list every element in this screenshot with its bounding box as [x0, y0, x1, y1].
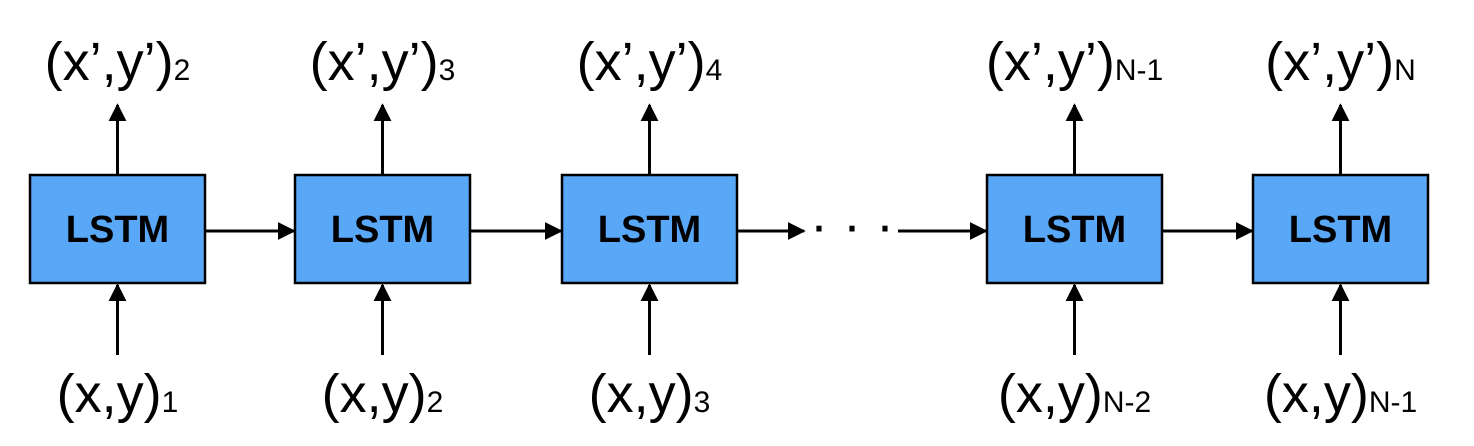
lstm-unit: LSTM (x’,y’)3 (x,y)2	[293, 32, 472, 424]
lstm-unit: LSTM (x’,y’)N-1 (x,y)N-2	[985, 32, 1164, 424]
input-label-subscript: 1	[162, 386, 179, 419]
ellipsis: · · ·	[737, 195, 988, 255]
lstm-label: LSTM	[66, 209, 169, 251]
output-label: (x’,y’)N-1	[986, 32, 1163, 92]
output-label: (x’,y’)3	[310, 32, 456, 92]
input-label-base: (x,y)	[322, 364, 427, 424]
output-label-base: (x’,y’)	[577, 32, 706, 92]
output-label-base: (x’,y’)	[45, 32, 174, 92]
input-label-subscript: 3	[694, 386, 711, 419]
output-label-subscript: N	[1394, 54, 1416, 87]
output-label-base: (x’,y’)	[986, 32, 1115, 92]
input-label: (x,y)1	[57, 364, 179, 424]
output-label-subscript: 4	[706, 54, 723, 87]
lstm-label: LSTM	[598, 209, 701, 251]
output-label-base: (x’,y’)	[1265, 32, 1394, 92]
input-label: (x,y)3	[589, 364, 711, 424]
input-label-subscript: 2	[427, 386, 444, 419]
output-label: (x’,y’)2	[45, 32, 191, 92]
input-label-subscript: N-1	[1369, 386, 1417, 419]
lstm-label: LSTM	[1289, 209, 1392, 251]
input-label-base: (x,y)	[57, 364, 162, 424]
lstm-box	[1251, 173, 1430, 285]
lstm-unit: LSTM (x’,y’)N (x,y)N-1	[1251, 32, 1430, 424]
output-label: (x’,y’)4	[577, 32, 723, 92]
input-label: (x,y)N-2	[998, 364, 1151, 424]
input-label-base: (x,y)	[1264, 364, 1369, 424]
lstm-unit: LSTM (x’,y’)4 (x,y)3	[560, 32, 739, 424]
input-label-subscript: N-2	[1103, 386, 1151, 419]
output-label: (x’,y’)N	[1265, 32, 1416, 92]
ellipsis-dots: · · ·	[810, 195, 894, 255]
output-label-base: (x’,y’)	[310, 32, 439, 92]
input-label-base: (x,y)	[998, 364, 1103, 424]
output-label-subscript: 2	[174, 54, 191, 87]
output-label-subscript: N-1	[1115, 54, 1163, 87]
input-label-base: (x,y)	[589, 364, 694, 424]
lstm-label: LSTM	[1023, 209, 1126, 251]
lstm-unit: LSTM (x’,y’)2 (x,y)1	[28, 32, 207, 424]
input-label: (x,y)2	[322, 364, 444, 424]
output-label-subscript: 3	[439, 54, 456, 87]
lstm-box	[28, 173, 207, 285]
input-label: (x,y)N-1	[1264, 364, 1417, 424]
lstm-units: LSTM(x’,y’)2(x,y)1LSTM(x’,y’)3(x,y)2LSTM…	[28, 32, 1430, 424]
lstm-label: LSTM	[331, 209, 434, 251]
